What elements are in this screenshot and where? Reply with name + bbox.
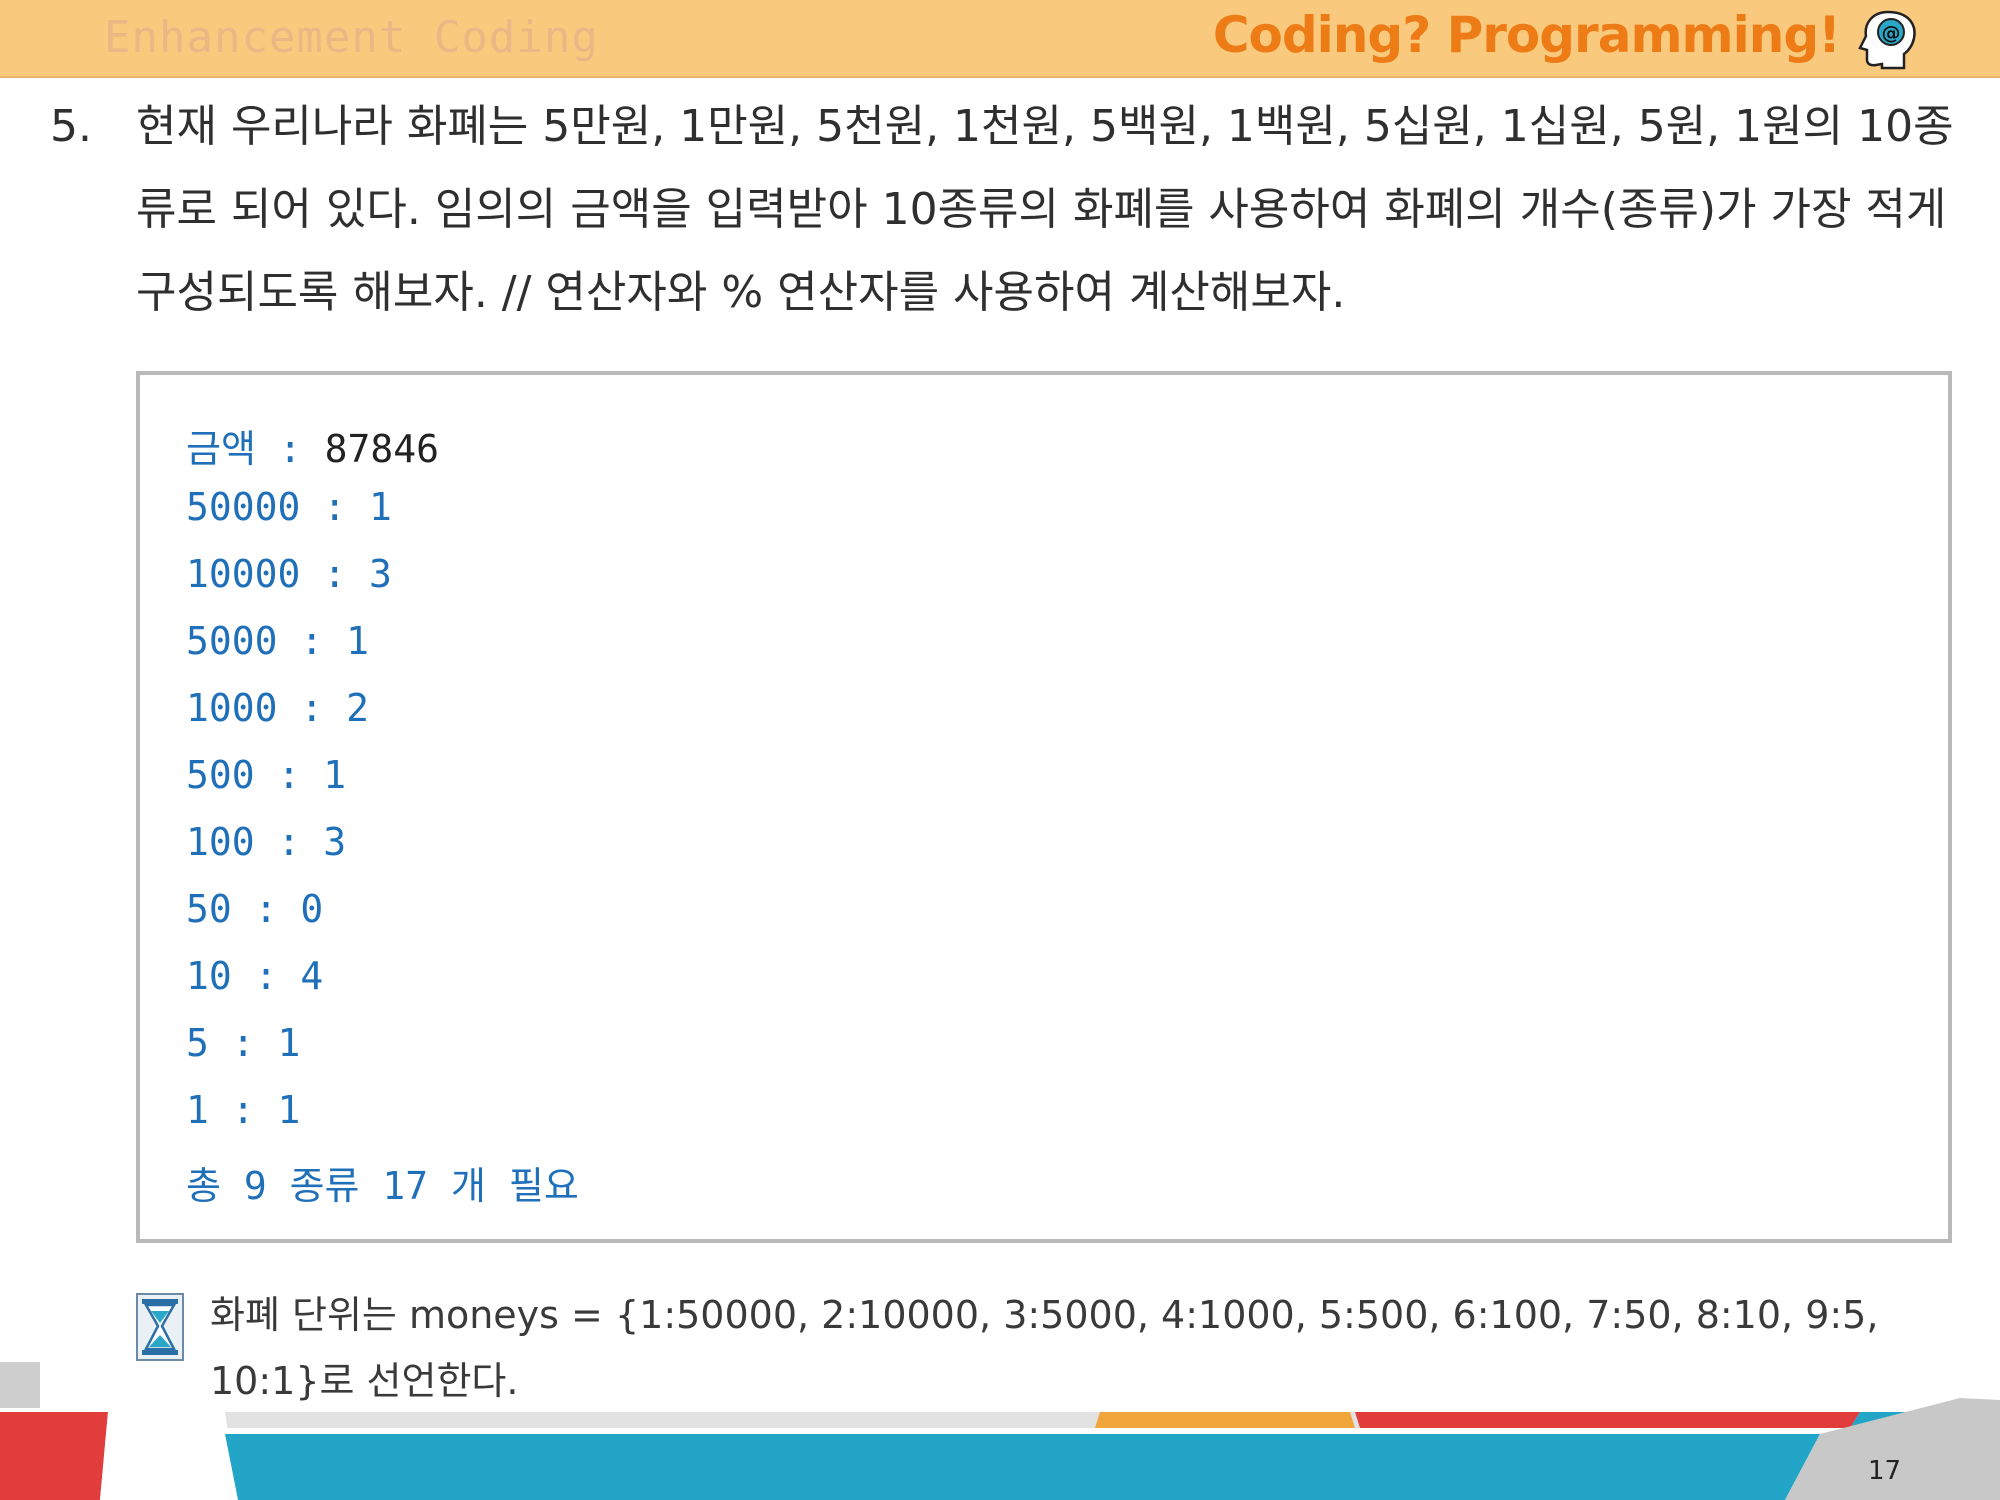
output-line: 5000 : 1 — [186, 619, 370, 663]
output-line: 50000 : 1 — [186, 485, 392, 529]
output-line: 1000 : 2 — [186, 686, 370, 730]
output-line: 100 : 3 — [186, 820, 347, 864]
page-number: 17 — [1868, 1456, 1902, 1486]
output-line: 5 : 1 — [186, 1021, 301, 1065]
header-left-title: Enhancement Coding — [104, 12, 599, 63]
head-at-icon: @ — [1858, 10, 1916, 70]
output-input-line: 금액 : 87846 — [186, 418, 439, 473]
output-line: 10000 : 3 — [186, 552, 392, 596]
footer-decoration — [0, 1362, 2000, 1500]
output-line: 1 : 1 — [186, 1088, 301, 1132]
hourglass-icon — [136, 1293, 184, 1361]
output-line: 50 : 0 — [186, 887, 324, 931]
output-input-value: 87846 — [324, 427, 439, 471]
output-summary-line: 총 9 종류 17 개 필요 — [186, 1164, 579, 1208]
output-input-label: 금액 : — [186, 427, 325, 471]
question-text: 현재 우리나라 화폐는 5만원, 1만원, 5천원, 1천원, 5백원, 1백원… — [136, 101, 1954, 318]
output-line: 10 : 4 — [186, 954, 324, 998]
header-bar: Enhancement Coding Coding? Programming! … — [0, 0, 2000, 78]
output-line: 500 : 1 — [186, 753, 347, 797]
program-output-box: 금액 : 87846 50000 : 1 10000 : 3 5000 : 1 … — [136, 371, 1952, 1243]
svg-text:@: @ — [1882, 22, 1901, 44]
header-right-title: Coding? Programming! — [1212, 6, 1841, 64]
note-text: 화폐 단위는 moneys = {1:50000, 2:10000, 3:500… — [210, 1293, 1879, 1403]
question-number: 5. — [50, 101, 92, 152]
